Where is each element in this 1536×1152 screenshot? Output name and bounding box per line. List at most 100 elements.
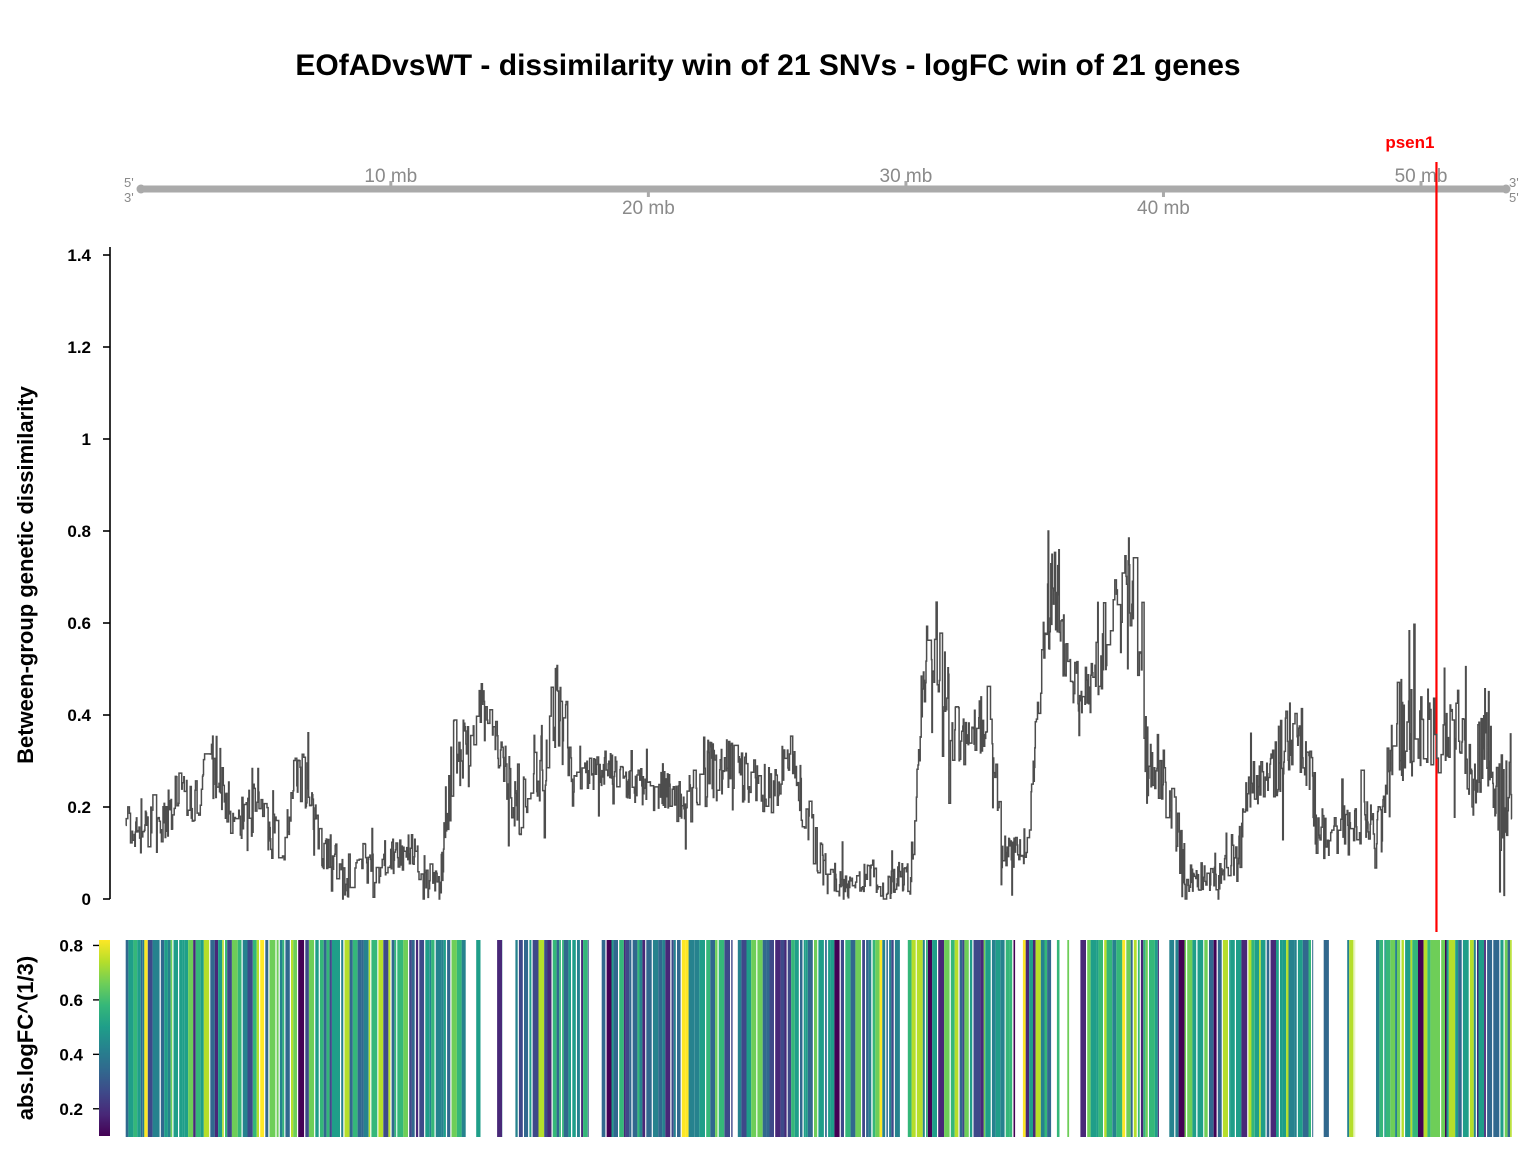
heat-stripe <box>830 940 835 1137</box>
dissimilarity-panel: 0 0.2 0.4 0.6 0.8 1 1.2 1.4 <box>67 246 1513 909</box>
heat-stripe <box>552 940 557 1137</box>
heat-stripe <box>1222 940 1228 1137</box>
heat-stripe <box>632 940 638 1137</box>
heat-stripe <box>769 940 774 1137</box>
heat-stripe <box>544 940 548 1137</box>
heat-stripe <box>1510 940 1512 1137</box>
heat-stripe <box>694 940 700 1137</box>
heat-stripe <box>562 940 564 1137</box>
heat-stripe <box>361 940 364 1137</box>
heat-stripe <box>886 940 888 1137</box>
heat-stripe <box>766 940 770 1137</box>
heat-stripe <box>587 940 589 1137</box>
heat-stripe <box>308 940 315 1137</box>
heat-stripe <box>606 940 612 1137</box>
heat-stripe <box>1405 940 1411 1137</box>
heat-stripe <box>344 940 350 1137</box>
heat-stripe <box>547 940 552 1137</box>
heat-stripe <box>762 940 767 1137</box>
heat-stripe <box>889 940 892 1137</box>
heat-stripe <box>866 940 869 1137</box>
heat-stripe <box>662 940 666 1137</box>
heat-stripe <box>629 940 632 1137</box>
heat-stripe <box>329 940 332 1137</box>
heat-stripe <box>969 940 973 1137</box>
heat-stripe <box>814 940 818 1137</box>
heat-stripe <box>828 940 831 1137</box>
heat-stripe <box>1286 940 1289 1137</box>
heat-stripe <box>746 940 752 1137</box>
heat-stripe <box>577 940 580 1137</box>
heat-stripe <box>927 940 933 1137</box>
heat-stripe <box>882 940 886 1137</box>
y-axis-tick-label: 1 <box>82 430 91 449</box>
heat-stripe <box>1312 940 1314 1137</box>
heat-stripe <box>944 940 950 1137</box>
heat-stripe <box>319 940 324 1137</box>
heat-stripe <box>976 940 981 1137</box>
heat-stripe <box>665 940 671 1137</box>
heat-stripe <box>1035 940 1041 1137</box>
heat-stripe <box>403 940 408 1137</box>
heat-stripe <box>973 940 976 1137</box>
heat-stripe <box>1254 940 1260 1137</box>
heat-panel-ylabel: abs.logFC^(1/3) <box>13 956 38 1120</box>
heat-stripe <box>242 940 248 1137</box>
heat-stripe <box>964 940 969 1137</box>
y-axis-tick-label: 0.6 <box>67 614 91 633</box>
heat-stripe <box>1192 940 1197 1137</box>
heat-stripe <box>256 940 259 1137</box>
heat-stripe <box>1308 940 1311 1137</box>
heat-stripe <box>1294 940 1297 1137</box>
heat-stripe <box>357 940 362 1137</box>
heat-stripe <box>1230 940 1235 1137</box>
heat-stripe <box>125 940 129 1137</box>
heat-stripe <box>834 940 840 1137</box>
heat-stripe <box>794 940 799 1137</box>
heat-stripe <box>1157 940 1159 1137</box>
heat-stripe <box>1000 940 1005 1137</box>
heat-stripe <box>1104 940 1107 1137</box>
heat-stripe <box>323 940 327 1137</box>
heat-stripe <box>476 940 481 1137</box>
heat-stripe <box>1446 940 1449 1137</box>
heat-stripe <box>619 940 624 1137</box>
heat-stripe <box>741 940 747 1137</box>
heat-stripe <box>1418 940 1424 1137</box>
heat-stripe <box>1395 940 1398 1137</box>
ideogram-tick-label: 40 mb <box>1137 198 1190 219</box>
heat-stripe <box>1025 940 1030 1137</box>
heat-stripe <box>1126 940 1131 1137</box>
heat-stripe <box>637 940 640 1137</box>
heat-stripe <box>568 940 571 1137</box>
y-axis-tick-label: 0.2 <box>67 798 91 817</box>
marker-label: psen1 <box>1385 133 1434 152</box>
heat-stripe <box>518 940 523 1137</box>
heat-stripe <box>1204 940 1208 1137</box>
heat-stripe <box>182 940 185 1137</box>
heat-stripe <box>962 940 965 1137</box>
heat-stripe <box>1390 940 1396 1137</box>
heat-stripe <box>269 940 276 1137</box>
heat-stripe <box>1504 940 1508 1137</box>
heat-stripe <box>1169 940 1175 1137</box>
heat-stripe <box>461 940 466 1137</box>
heat-stripe <box>279 940 283 1137</box>
heat-stripe <box>282 940 285 1137</box>
heat-stripe <box>1384 940 1386 1137</box>
heat-stripe <box>879 940 883 1137</box>
heat-stripe <box>1087 940 1091 1137</box>
heat-stripe <box>1260 940 1266 1137</box>
heat-stripe <box>807 940 813 1137</box>
heat-stripe <box>715 940 718 1137</box>
heat-stripe <box>671 940 674 1137</box>
strand-label-end-bottom: 5' <box>1509 190 1519 205</box>
heat-stripe <box>1248 940 1252 1137</box>
heat-stripe <box>787 940 792 1137</box>
heat-stripe <box>332 940 334 1137</box>
heat-stripe <box>529 940 532 1137</box>
heat-stripe <box>1423 940 1428 1137</box>
heat-stripe <box>142 940 145 1137</box>
